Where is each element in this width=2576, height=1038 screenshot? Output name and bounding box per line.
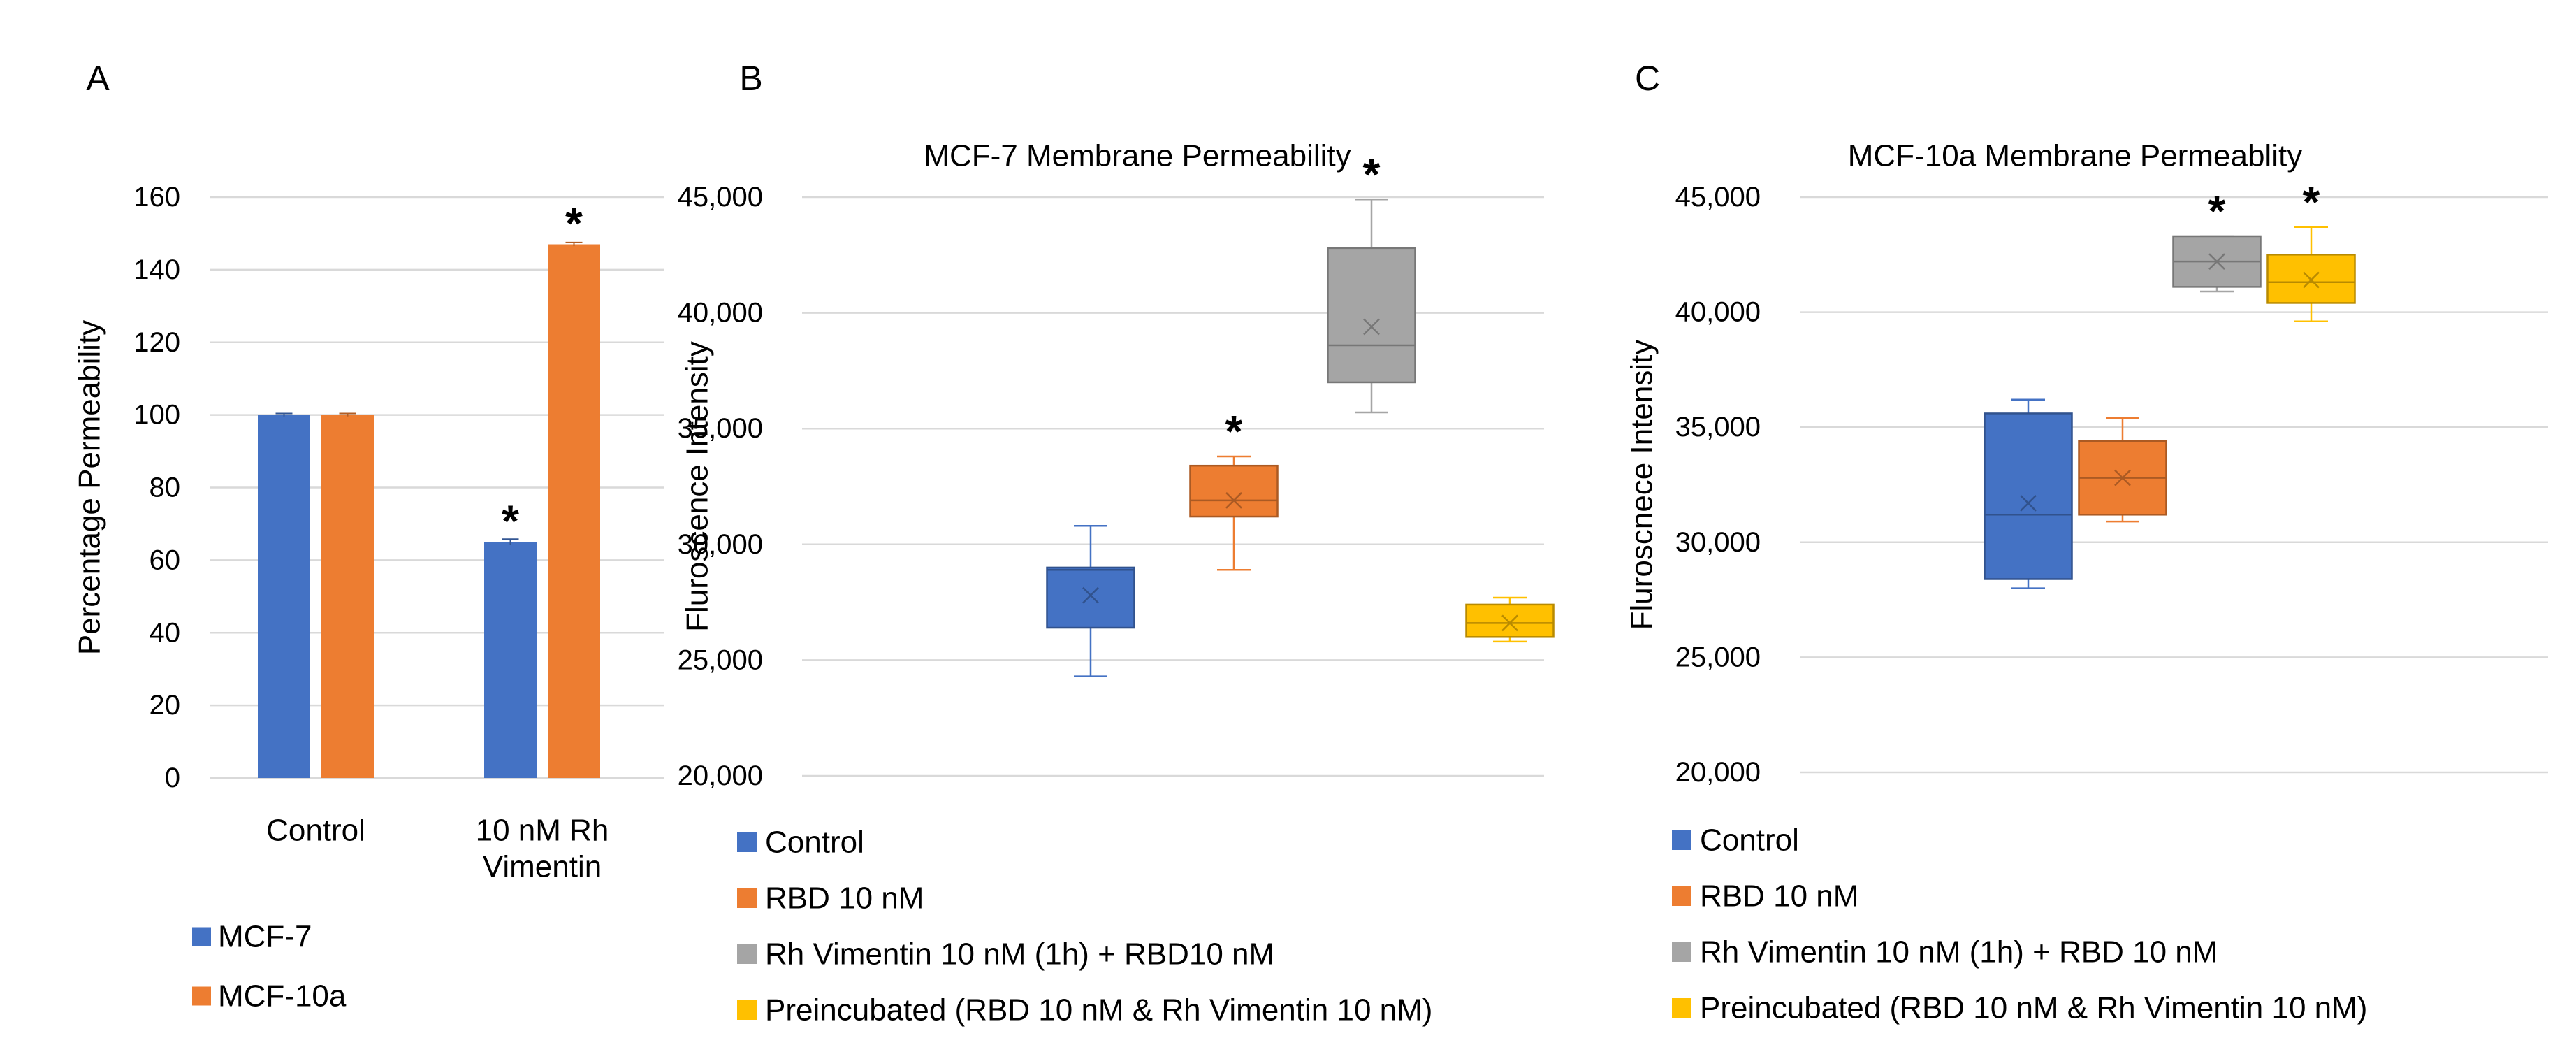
y-tick-label: 20 <box>150 690 181 721</box>
mean-marker <box>2208 253 2225 271</box>
panel-c: C MCF-10a Membrane Permeablity 20,000 25,00… <box>1625 59 2548 1025</box>
box-rbd-10-nm <box>1189 464 1279 518</box>
legend-swatch <box>192 986 211 1006</box>
legend-label: RBD 10 nM <box>765 881 924 916</box>
y-tick-label: 100 <box>133 400 180 431</box>
y-tick-label: 35,000 <box>678 413 763 444</box>
legend-label: Rh Vimentin 10 nM (1h) + RBD10 nM <box>765 937 1274 972</box>
bar-mcf-10a <box>321 415 374 778</box>
y-axis-label: Percentage Permeability <box>73 320 107 655</box>
panel-label-b: B <box>739 59 762 98</box>
y-tick-label: 80 <box>150 473 181 503</box>
y-tick-label: 45,000 <box>1675 182 1761 212</box>
y-tick-label: 20,000 <box>678 761 763 791</box>
significance-star: * <box>2303 177 2320 227</box>
mean-marker <box>1082 586 1099 604</box>
y-tick-label: 45,000 <box>678 182 763 212</box>
y-axis-label: Fluroscence Intensity <box>681 341 715 632</box>
mean-marker <box>2303 271 2320 289</box>
legend-swatch <box>1672 830 1691 850</box>
legend-label: MCF-7 <box>218 920 312 954</box>
legend-label: RBD 10 nM <box>1700 879 1858 914</box>
y-tick-label: 120 <box>133 327 180 358</box>
legend-swatch <box>737 944 757 964</box>
legend-swatch <box>737 832 757 852</box>
x-tick-label: Vimentin <box>483 850 602 884</box>
chart-title: MCF-7 Membrane Permeability <box>924 139 1351 173</box>
legend-label: Control <box>765 826 864 860</box>
y-axis-label: Fluroscnece Intensity <box>1625 340 1659 630</box>
chart-title: MCF-10a Membrane Permeablity <box>1848 139 2302 173</box>
legend-label: Rh Vimentin 10 nM (1h) + RBD 10 nM <box>1700 935 2218 969</box>
box-rh-vimentin-10-nm-1h-rbd10-nm <box>1327 247 1416 384</box>
bar-mcf-10a <box>548 244 600 778</box>
significance-star: * <box>1363 149 1381 199</box>
legend-swatch <box>1672 886 1691 906</box>
legend-swatch <box>192 927 211 946</box>
legend-label: Preincubated (RBD 10 nM & Rh Vimentin 10… <box>1700 991 2367 1025</box>
y-tick-label: 30,000 <box>678 529 763 560</box>
legend-label: Control <box>1700 823 1799 858</box>
legend-label: MCF-10a <box>218 979 347 1014</box>
y-tick-label: 40,000 <box>678 298 763 329</box>
legend-swatch <box>737 888 757 908</box>
legend-swatch <box>1672 942 1691 962</box>
significance-star: * <box>502 496 519 546</box>
significance-star: * <box>2208 186 2226 236</box>
y-tick-label: 20,000 <box>1675 757 1761 788</box>
bar-mcf-7 <box>258 415 310 778</box>
mean-marker <box>1225 491 1242 509</box>
y-tick-label: 25,000 <box>1675 642 1761 672</box>
significance-star: * <box>565 199 583 249</box>
y-tick-label: 30,000 <box>1675 527 1761 558</box>
mean-marker <box>2020 494 2037 512</box>
y-tick-label: 160 <box>133 182 180 212</box>
panel-label-c: C <box>1635 59 1660 98</box>
x-tick-label: 10 nM Rh <box>476 814 609 848</box>
y-tick-label: 40,000 <box>1675 297 1761 328</box>
mean-marker <box>1363 318 1380 336</box>
legend-swatch <box>737 1000 757 1020</box>
x-tick-label: Control <box>266 814 365 848</box>
box-preincubated-rbd-10-nm-rh-vimentin-10-nm <box>1465 603 1555 638</box>
y-tick-label: 140 <box>133 254 180 285</box>
y-tick-label: 0 <box>165 763 180 793</box>
y-tick-label: 40 <box>150 617 181 648</box>
panel-label-a: A <box>86 59 110 98</box>
y-tick-label: 60 <box>150 545 181 575</box>
y-tick-label: 25,000 <box>678 644 763 675</box>
mean-marker <box>2114 469 2131 486</box>
bar-mcf-7 <box>484 542 537 778</box>
legend-label: Preincubated (RBD 10 nM & Rh Vimentin 10… <box>765 993 1432 1028</box>
significance-star: * <box>1225 406 1243 456</box>
panel-b: B MCF-7 Membrane Permeability 20,000 25,000… <box>678 59 1555 1028</box>
y-tick-label: 35,000 <box>1675 412 1761 442</box>
box-control <box>1046 566 1135 629</box>
legend-swatch <box>1672 998 1691 1018</box>
mean-marker <box>1501 614 1518 632</box>
box-control <box>1984 412 2073 580</box>
panel-a: A 0 20 40 60 80 100 120 140 160 Percentage Permeab… <box>73 59 664 1014</box>
